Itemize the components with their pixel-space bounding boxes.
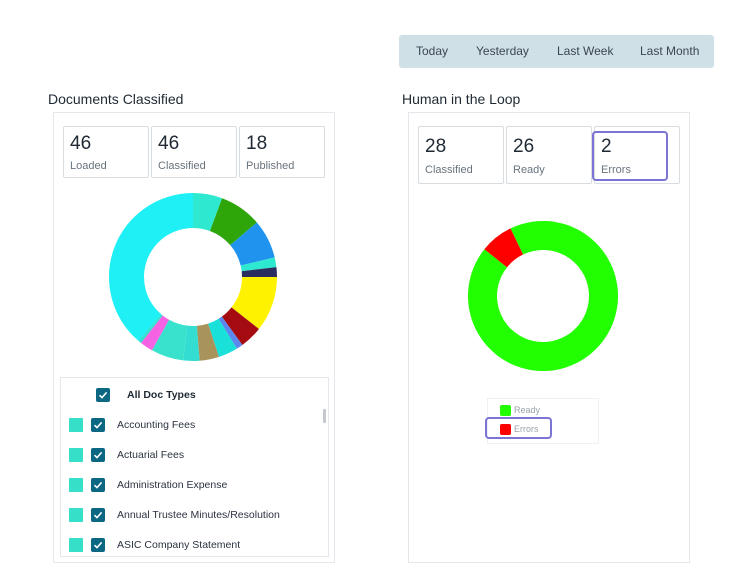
ready-slice[interactable] <box>467 220 619 372</box>
checkmark-icon <box>98 391 108 399</box>
human-in-loop-title: Human in the Loop <box>402 91 521 107</box>
doc-type-checkbox[interactable] <box>91 418 105 432</box>
errors-legend-highlight <box>485 417 552 439</box>
checkmark-icon <box>93 421 103 429</box>
doc-type-slice[interactable] <box>151 319 188 361</box>
doc-type-slice[interactable] <box>196 323 219 361</box>
classified-count: 46 <box>158 133 180 154</box>
hitl-errors-label: Errors <box>601 164 631 176</box>
legend-label-errors: Errors <box>514 424 539 434</box>
doc-type-label: Actuarial Fees <box>117 449 185 461</box>
list-scrollbar[interactable] <box>323 409 326 423</box>
doc-type-label: ASIC Company Statement <box>117 539 241 551</box>
doc-type-color-swatch <box>69 448 83 462</box>
doc-type-slice[interactable] <box>138 314 163 343</box>
doc-type-filter-list: All Doc Types Accounting Fees Actuarial F… <box>60 377 329 557</box>
loaded-label: Loaded <box>70 160 107 172</box>
doc-type-slice[interactable] <box>183 325 200 361</box>
doc-type-row[interactable]: Accounting Fees <box>61 416 311 436</box>
doc-type-checkbox[interactable] <box>91 538 105 552</box>
legend-swatch-ready <box>500 405 511 416</box>
published-stat: 18 Published <box>239 126 325 178</box>
doc-type-color-swatch <box>69 538 83 552</box>
date-range-selector: Today Yesterday Last Week Last Month <box>399 35 714 68</box>
hitl-classified-label: Classified <box>425 164 473 176</box>
doc-type-label: Accounting Fees <box>117 419 196 431</box>
doc-type-slice[interactable] <box>231 277 277 329</box>
checkmark-icon <box>93 451 103 459</box>
hitl-ready-label: Ready <box>513 164 545 176</box>
classified-stat: 46 Classified <box>151 126 237 178</box>
published-label: Published <box>246 160 295 172</box>
doc-type-row[interactable]: ASIC Company Statement <box>61 536 311 556</box>
legend-swatch-errors <box>500 424 511 435</box>
doc-type-row[interactable]: Administration Expense <box>61 476 311 496</box>
loaded-count: 46 <box>70 133 92 154</box>
hitl-legend: Ready Errors <box>487 398 599 444</box>
doc-type-slice[interactable] <box>221 307 259 345</box>
hitl-errors-stat[interactable]: 2 Errors <box>594 126 680 184</box>
today-button[interactable]: Today <box>416 44 449 58</box>
doc-type-slice[interactable] <box>241 267 277 277</box>
all-doc-types-row[interactable]: All Doc Types <box>61 386 311 406</box>
hitl-classified-stat: 28 Classified <box>418 126 504 184</box>
doc-type-slice[interactable] <box>209 198 257 246</box>
published-count: 18 <box>246 133 268 154</box>
human-in-loop-panel <box>408 112 690 563</box>
classified-label: Classified <box>158 160 206 172</box>
checkmark-icon <box>93 541 103 549</box>
doc-type-label: Annual Trustee Minutes/Resolution <box>117 509 280 521</box>
checkmark-icon <box>93 481 103 489</box>
hitl-classified-count: 28 <box>425 136 447 157</box>
last-month-button[interactable]: Last Month <box>640 44 700 58</box>
errors-stat-highlight <box>592 131 668 181</box>
doc-type-color-swatch <box>69 478 83 492</box>
doc-type-slice[interactable] <box>230 222 275 266</box>
hitl-ready-count: 26 <box>513 136 535 157</box>
errors-slice[interactable] <box>481 228 525 272</box>
doc-type-checkbox[interactable] <box>91 448 105 462</box>
doc-type-slice[interactable] <box>141 315 170 351</box>
doc-type-slice[interactable] <box>218 316 243 349</box>
hitl-donut-chart[interactable] <box>467 220 619 372</box>
hitl-ready-stat: 26 Ready <box>506 126 592 184</box>
yesterday-button[interactable]: Yesterday <box>476 44 529 58</box>
doc-type-slice[interactable] <box>109 193 193 341</box>
documents-classified-title: Documents Classified <box>48 91 184 107</box>
doc-types-donut-chart[interactable] <box>108 192 278 362</box>
doc-type-checkbox[interactable] <box>91 478 105 492</box>
doc-type-slice[interactable] <box>193 193 223 232</box>
all-doc-types-checkbox[interactable] <box>96 388 110 402</box>
doc-type-color-swatch <box>69 508 83 522</box>
doc-type-color-swatch <box>69 418 83 432</box>
doc-type-row[interactable]: Actuarial Fees <box>61 446 311 466</box>
doc-type-checkbox[interactable] <box>91 508 105 522</box>
doc-type-label: Administration Expense <box>117 479 228 491</box>
legend-label-ready: Ready <box>514 405 541 415</box>
doc-type-slice[interactable] <box>208 318 237 357</box>
doc-type-slice[interactable] <box>240 257 277 272</box>
hitl-errors-count: 2 <box>601 136 612 157</box>
doc-type-row[interactable]: Annual Trustee Minutes/Resolution <box>61 506 311 526</box>
checkmark-icon <box>93 511 103 519</box>
all-doc-types-label: All Doc Types <box>127 389 196 401</box>
loaded-stat: 46 Loaded <box>63 126 149 178</box>
last-week-button[interactable]: Last Week <box>557 44 614 58</box>
